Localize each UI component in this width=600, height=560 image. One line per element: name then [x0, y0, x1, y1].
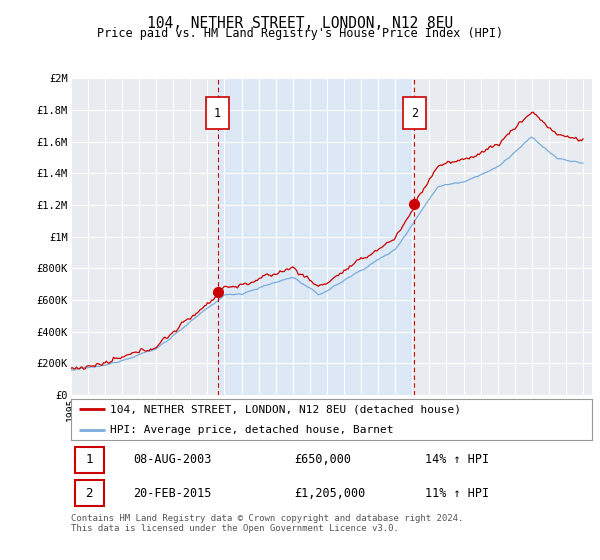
- Text: 1: 1: [85, 453, 93, 466]
- FancyBboxPatch shape: [75, 447, 104, 473]
- Text: 08-AUG-2003: 08-AUG-2003: [133, 453, 212, 466]
- Text: 104, NETHER STREET, LONDON, N12 8EU (detached house): 104, NETHER STREET, LONDON, N12 8EU (det…: [110, 404, 461, 414]
- FancyBboxPatch shape: [403, 97, 426, 129]
- FancyBboxPatch shape: [206, 97, 229, 129]
- Text: 104, NETHER STREET, LONDON, N12 8EU: 104, NETHER STREET, LONDON, N12 8EU: [147, 16, 453, 31]
- Text: £650,000: £650,000: [295, 453, 352, 466]
- Text: Contains HM Land Registry data © Crown copyright and database right 2024.
This d: Contains HM Land Registry data © Crown c…: [71, 514, 463, 534]
- Text: 2: 2: [411, 107, 418, 120]
- Text: 1: 1: [214, 107, 221, 120]
- Text: £1,205,000: £1,205,000: [295, 487, 366, 500]
- Bar: [218, 78, 415, 395]
- Text: HPI: Average price, detached house, Barnet: HPI: Average price, detached house, Barn…: [110, 424, 394, 435]
- Text: 14% ↑ HPI: 14% ↑ HPI: [425, 453, 489, 466]
- Text: 11% ↑ HPI: 11% ↑ HPI: [425, 487, 489, 500]
- Text: 20-FEB-2015: 20-FEB-2015: [133, 487, 212, 500]
- Text: 2: 2: [85, 487, 93, 500]
- Text: Price paid vs. HM Land Registry's House Price Index (HPI): Price paid vs. HM Land Registry's House …: [97, 27, 503, 40]
- FancyBboxPatch shape: [75, 480, 104, 506]
